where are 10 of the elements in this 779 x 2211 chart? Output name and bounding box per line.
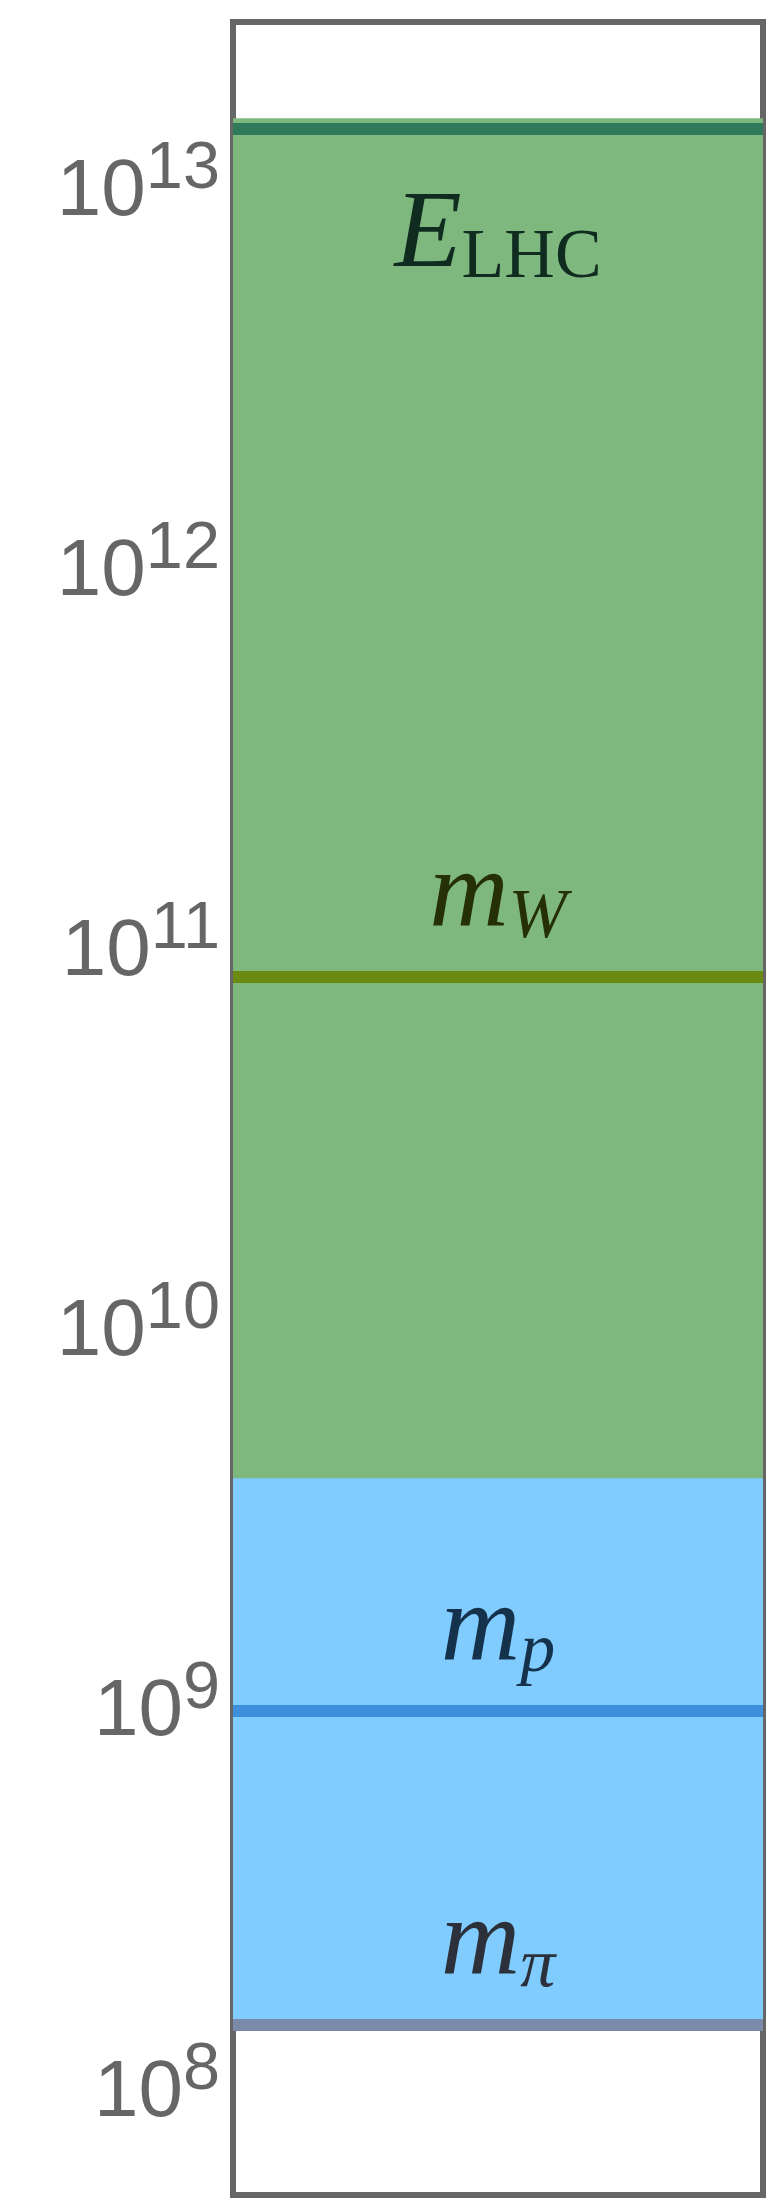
y-tick-label: 10$^{12}$ (56, 507, 220, 613)
y-tick-label: 10$^{11}$ (61, 887, 220, 993)
y-tick-label: 10$^{8}$ (93, 2028, 220, 2133)
y-tick-label: 10$^{9}$ (93, 1648, 220, 1753)
ref-line-label: ELHC (392, 167, 602, 293)
y-tick-label: 10$^{13}$ (56, 127, 220, 233)
ref-line-label: mp (440, 1561, 556, 1687)
y-tick-label: 10$^{10}$ (56, 1267, 220, 1373)
ref-line-label: mW (429, 827, 573, 953)
ref-line-label: mπ (440, 1876, 558, 2001)
